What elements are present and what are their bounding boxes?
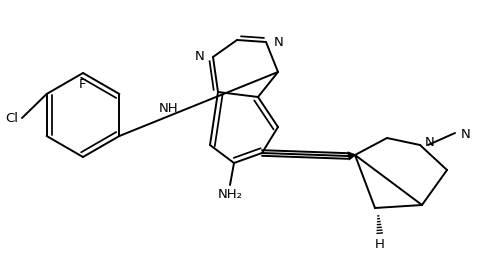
Text: NH₂: NH₂: [218, 189, 242, 201]
Text: Cl: Cl: [6, 112, 18, 124]
Text: N: N: [195, 50, 205, 64]
Text: NH: NH: [159, 102, 179, 116]
Text: N: N: [425, 136, 435, 149]
Text: F: F: [79, 78, 87, 92]
Text: N: N: [274, 36, 284, 48]
Text: H: H: [375, 238, 385, 252]
Text: N: N: [461, 129, 471, 141]
